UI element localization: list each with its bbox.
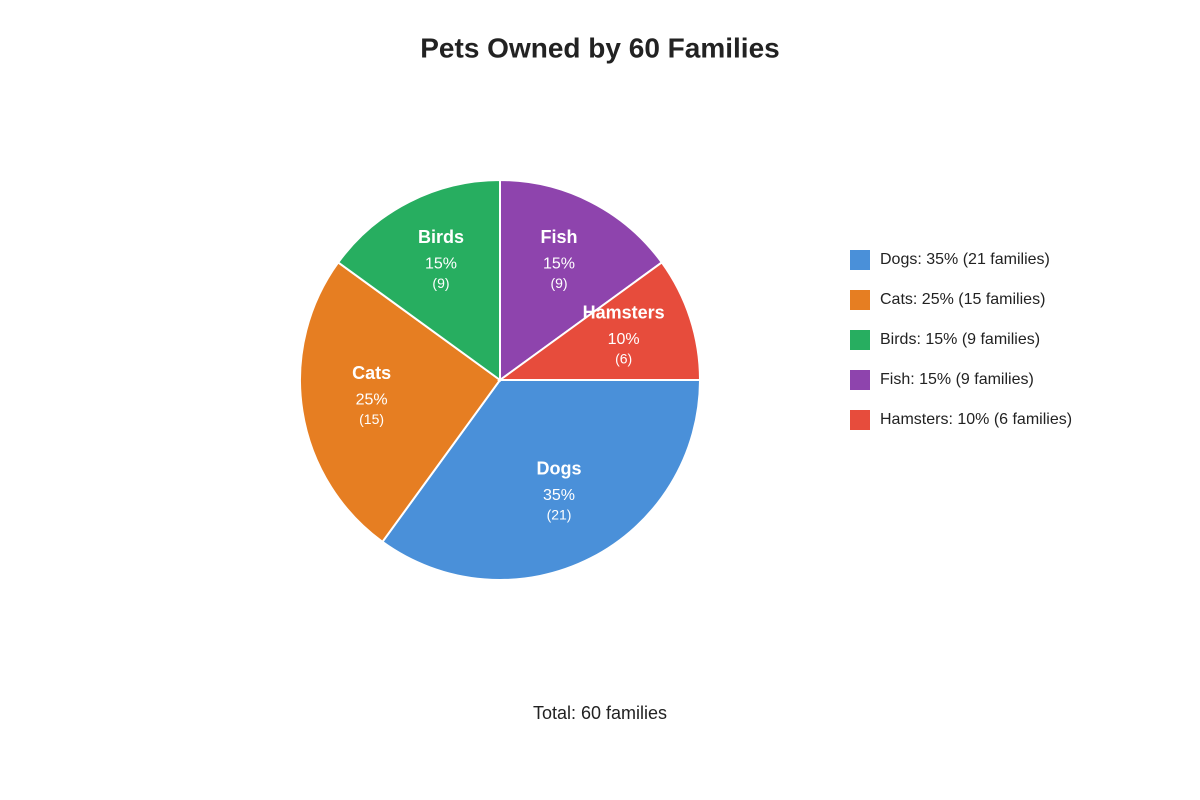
pie-slice [499, 178, 664, 382]
slice-name: Birds [418, 227, 464, 247]
slice-count: (9) [432, 275, 449, 291]
legend-swatch [850, 330, 870, 350]
slice-count: (9) [550, 275, 567, 291]
slice-percent: 10% [608, 331, 640, 348]
slice-name: Fish [541, 227, 578, 247]
legend-label: Cats: 25% (15 families) [880, 291, 1045, 308]
pie-slice [496, 261, 702, 381]
pie-slice [299, 261, 502, 544]
legend-label: Dogs: 35% (21 families) [880, 251, 1050, 268]
slice-percent: 15% [543, 255, 575, 272]
slice-percent: 25% [356, 392, 388, 409]
chart-title: Pets Owned by 60 Families [420, 32, 779, 63]
slice-name: Hamsters [583, 303, 665, 323]
total-note: Total: 60 families [533, 703, 667, 723]
pie-slice [336, 178, 501, 382]
legend-swatch [850, 410, 870, 430]
slice-percent: 35% [543, 487, 575, 504]
slice-count: (21) [547, 507, 572, 523]
legend-label: Hamsters: 10% (6 families) [880, 411, 1072, 428]
legend-swatch [850, 290, 870, 310]
slice-name: Dogs [537, 459, 582, 479]
slice-name: Cats [352, 363, 391, 383]
legend-label: Birds: 15% (9 families) [880, 331, 1040, 348]
legend-swatch [850, 250, 870, 270]
legend-label: Fish: 15% (9 families) [880, 371, 1034, 388]
slice-count: (6) [615, 351, 632, 367]
legend-swatch [850, 370, 870, 390]
pie-slice [381, 379, 702, 581]
slice-percent: 15% [425, 255, 457, 272]
slice-count: (15) [359, 411, 384, 427]
